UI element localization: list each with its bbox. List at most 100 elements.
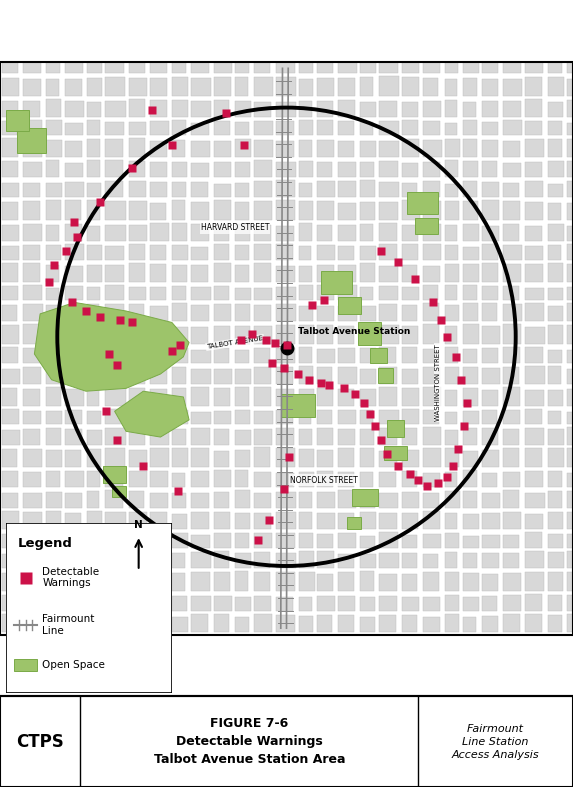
Bar	[338, 389, 354, 405]
Bar	[191, 387, 209, 405]
Bar	[46, 387, 61, 405]
Bar	[191, 163, 209, 178]
Bar	[214, 451, 229, 467]
Bar	[548, 552, 564, 568]
Bar	[548, 58, 562, 73]
Bar	[360, 246, 376, 260]
Bar	[129, 471, 147, 487]
Bar	[338, 246, 354, 260]
Bar	[482, 303, 497, 321]
Text: N: N	[134, 520, 143, 530]
Bar	[235, 450, 250, 467]
Bar	[191, 428, 210, 445]
Bar	[299, 571, 315, 591]
Bar	[402, 102, 418, 116]
Bar	[463, 428, 477, 445]
Bar	[276, 533, 295, 548]
Bar	[548, 534, 563, 548]
Bar	[445, 57, 458, 73]
Bar	[46, 79, 59, 96]
Bar	[338, 429, 355, 445]
Bar	[423, 349, 439, 363]
Bar	[23, 324, 41, 344]
Bar	[360, 224, 373, 241]
Bar	[338, 513, 354, 530]
Bar	[317, 264, 335, 282]
Bar	[445, 327, 457, 344]
Bar	[525, 594, 543, 611]
Text: NORFOLK STREET: NORFOLK STREET	[290, 475, 358, 485]
Bar	[2, 408, 19, 424]
Bar	[214, 162, 231, 178]
Bar	[235, 430, 251, 445]
Bar	[65, 243, 84, 260]
Bar	[87, 327, 103, 344]
Bar	[191, 369, 211, 384]
Bar	[172, 430, 186, 445]
Bar	[254, 533, 272, 548]
Bar	[172, 474, 186, 487]
Bar	[463, 78, 477, 96]
Bar	[65, 224, 83, 241]
Bar	[87, 553, 101, 568]
Bar	[150, 448, 168, 467]
Bar	[46, 200, 61, 220]
Bar	[214, 58, 231, 73]
Bar	[172, 514, 187, 530]
Bar	[379, 244, 398, 260]
Bar	[567, 36, 573, 54]
Bar	[482, 327, 500, 344]
Bar	[105, 448, 125, 467]
Bar	[317, 57, 333, 73]
Bar	[525, 264, 543, 282]
Bar	[129, 324, 146, 344]
Bar	[317, 245, 335, 260]
Bar	[548, 263, 563, 282]
Bar	[129, 389, 145, 405]
Bar	[548, 512, 563, 530]
Bar	[87, 265, 102, 282]
Bar	[503, 490, 519, 508]
Bar	[299, 161, 313, 178]
Bar	[235, 35, 250, 54]
Bar	[105, 225, 127, 241]
Bar	[317, 285, 334, 300]
Bar	[254, 140, 273, 157]
Bar	[299, 347, 312, 363]
Bar	[2, 493, 18, 508]
Bar	[338, 181, 356, 197]
Bar	[214, 615, 229, 633]
Bar	[423, 572, 439, 591]
Bar	[402, 428, 417, 445]
Bar	[548, 596, 563, 611]
Bar	[338, 306, 356, 321]
Bar	[299, 120, 313, 135]
Bar	[525, 614, 541, 633]
Bar	[23, 139, 42, 157]
Bar	[384, 445, 407, 460]
Bar	[2, 36, 17, 54]
Bar	[463, 324, 479, 344]
Bar	[276, 60, 295, 73]
Bar	[548, 288, 563, 300]
Bar	[423, 78, 438, 96]
Bar	[87, 411, 101, 424]
Bar	[23, 304, 42, 321]
Bar	[360, 472, 374, 487]
Text: CTPS: CTPS	[16, 733, 64, 751]
Bar	[482, 348, 498, 363]
Bar	[317, 471, 333, 487]
Text: TALBOT AVENUE: TALBOT AVENUE	[206, 335, 264, 350]
Bar	[23, 389, 40, 405]
Bar	[482, 183, 499, 197]
Bar	[235, 202, 249, 220]
Bar	[172, 161, 187, 178]
Bar	[150, 162, 167, 178]
Bar	[338, 162, 356, 178]
Bar	[2, 202, 18, 220]
Bar	[235, 246, 249, 260]
Bar	[338, 225, 356, 241]
Bar	[235, 571, 248, 591]
Bar	[191, 35, 210, 54]
Bar	[276, 180, 296, 197]
